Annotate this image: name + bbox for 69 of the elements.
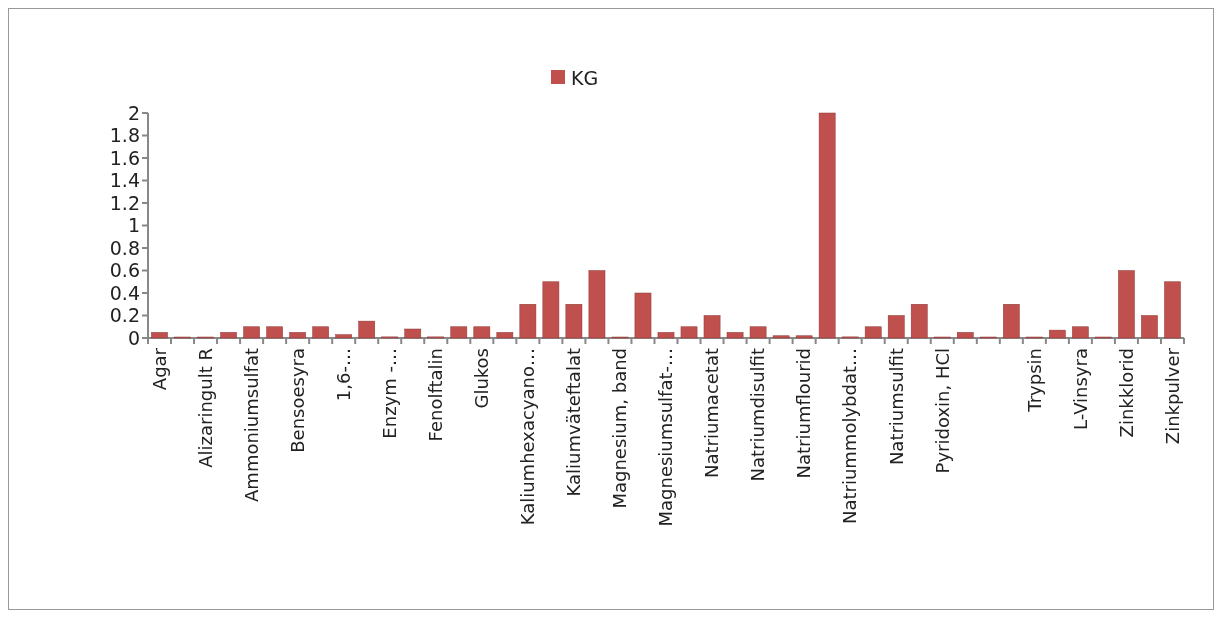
bar xyxy=(1049,329,1066,339)
bar xyxy=(680,326,698,339)
bar xyxy=(289,332,306,339)
bar xyxy=(473,326,491,339)
y-tick-label: 1.6 xyxy=(109,146,140,169)
x-tick-label: Kaliumhexacyano… xyxy=(517,348,539,526)
x-tick-label: L-Vinsyra xyxy=(1069,348,1091,430)
y-tick-label: 1 xyxy=(127,214,140,237)
bar xyxy=(565,304,583,339)
bar xyxy=(726,332,744,339)
x-tick-label: Zinkpulver xyxy=(1161,347,1183,445)
bar xyxy=(818,112,836,339)
y-tick-label: 0.2 xyxy=(109,304,140,327)
bar xyxy=(1141,315,1158,339)
x-tick-label: Natriummolybdat… xyxy=(839,348,861,525)
bar xyxy=(312,326,329,339)
x-tick-label: Zinkklorid xyxy=(1115,348,1137,438)
x-tick-label: Trypsin xyxy=(1023,348,1045,413)
bar xyxy=(358,320,376,339)
bar xyxy=(1164,281,1181,339)
bar xyxy=(772,335,790,339)
bar xyxy=(887,315,905,339)
x-tick-label: Natriumflourid xyxy=(793,348,815,479)
y-tick-label: 0 xyxy=(127,326,140,349)
bar xyxy=(795,335,813,339)
bar xyxy=(1072,326,1089,339)
x-tick-label: Magnesiumsulfat-… xyxy=(655,348,677,527)
bar xyxy=(243,326,260,339)
bar xyxy=(749,326,767,339)
bar xyxy=(519,304,537,339)
bar xyxy=(1118,270,1135,339)
bar xyxy=(1003,304,1020,339)
x-tick-label: Natriumsulfit xyxy=(885,348,907,466)
x-tick-label: Pyridoxin, HCl xyxy=(931,348,953,474)
x-tick-label: Fenolftalin xyxy=(425,348,447,442)
bar xyxy=(864,326,882,339)
x-tick-label: Ammoniumsulfat xyxy=(240,348,262,502)
y-tick-label: 0.8 xyxy=(109,236,140,259)
x-tick-label: Kaliumväteftalat xyxy=(563,348,585,497)
x-tick-label: 1,6-… xyxy=(332,348,354,402)
bar xyxy=(404,328,422,339)
x-tick-label: Bensoesyra xyxy=(286,348,308,453)
x-tick-label: Glukos xyxy=(471,348,493,409)
bar xyxy=(542,281,560,339)
bar xyxy=(450,326,468,339)
bar xyxy=(956,332,974,339)
bar xyxy=(151,332,168,339)
x-tick-label: Alizaringult R xyxy=(194,348,216,468)
bar xyxy=(657,332,675,339)
bar xyxy=(220,332,237,339)
x-tick-label: Agar xyxy=(148,347,170,391)
bar xyxy=(910,304,928,339)
x-tick-label: Enzym -… xyxy=(379,348,401,439)
x-tick-label: Natriumacetat xyxy=(701,348,723,479)
y-tick-label: 2 xyxy=(127,101,140,124)
x-tick-label: Natriumdisulfit xyxy=(747,348,769,482)
bar xyxy=(266,326,283,339)
bar xyxy=(335,334,352,339)
bar xyxy=(588,270,606,339)
bar xyxy=(496,332,514,339)
y-tick-label: 1.4 xyxy=(109,169,140,192)
bar xyxy=(634,292,652,339)
y-tick-label: 0.6 xyxy=(109,259,140,282)
y-tick-label: 1.8 xyxy=(109,124,140,147)
bar xyxy=(703,315,721,339)
legend-label: KG xyxy=(571,66,599,89)
y-tick-label: 0.4 xyxy=(109,281,140,304)
x-tick-label: Magnesium, band xyxy=(609,348,631,509)
y-tick-label: 1.2 xyxy=(109,191,140,214)
